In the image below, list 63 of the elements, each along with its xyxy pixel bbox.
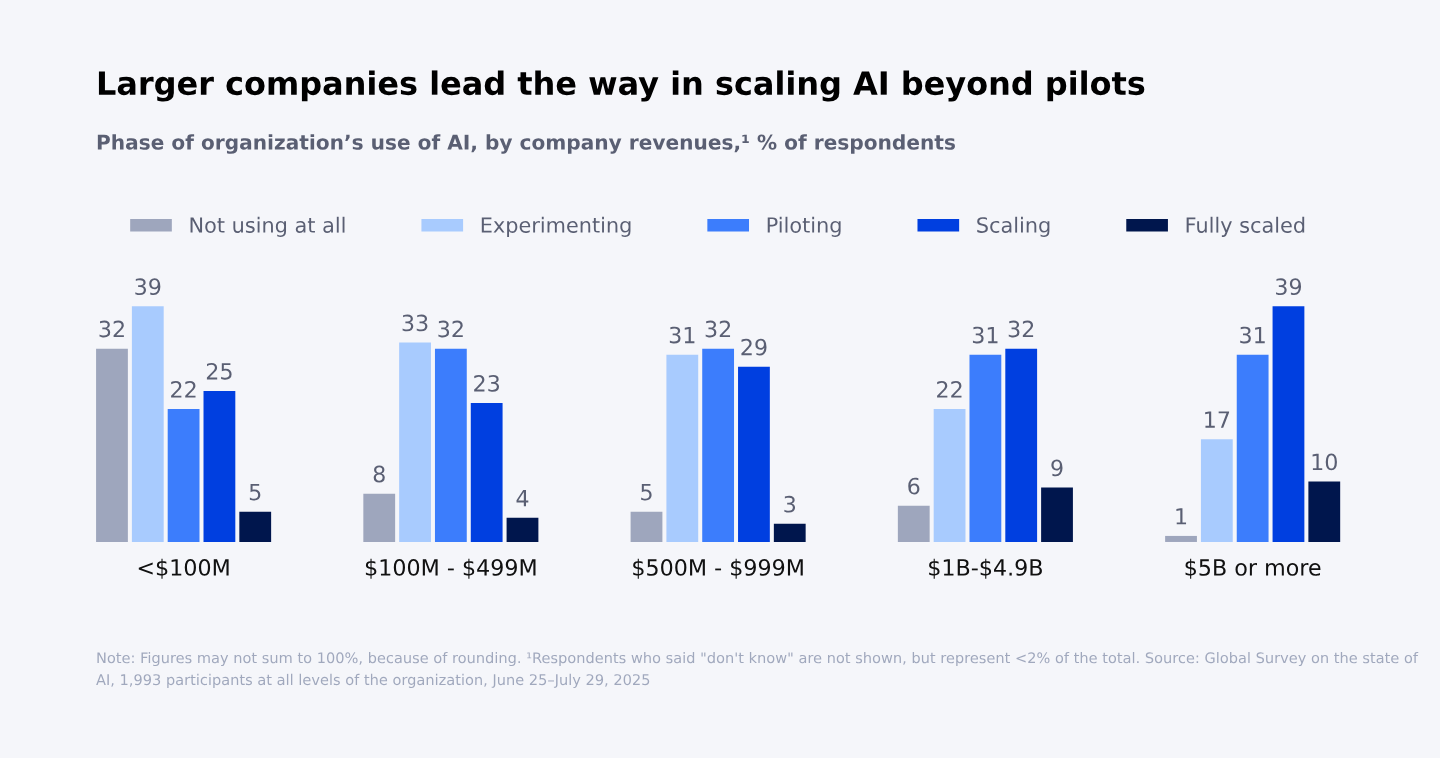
data-label: 31 — [669, 326, 695, 344]
bar — [363, 493, 396, 542]
x-tick-label: <$100M — [138, 558, 229, 579]
bar — [1041, 487, 1073, 542]
data-label: 23 — [474, 374, 500, 392]
data-label: 8 — [373, 465, 385, 483]
data-label: 32 — [1008, 320, 1034, 338]
bar — [1308, 481, 1341, 542]
x-tick-label: $500M - $999M — [633, 558, 803, 579]
data-label: 5 — [641, 484, 652, 501]
legend-label: Scaling — [977, 216, 1050, 237]
legend-label: Piloting — [767, 216, 841, 237]
bar — [897, 505, 930, 542]
data-label: 39 — [135, 278, 161, 296]
bar — [666, 354, 699, 542]
data-label: 31 — [972, 326, 998, 344]
bar — [399, 342, 431, 542]
bar — [773, 523, 806, 542]
data-label: 32 — [438, 320, 463, 338]
bar — [434, 348, 467, 542]
bar — [702, 348, 735, 542]
bar — [96, 348, 128, 542]
bar — [1236, 354, 1269, 542]
data-label: 9 — [1051, 459, 1063, 477]
bar — [1272, 306, 1305, 542]
x-tick-label: $100M - $499M — [365, 558, 536, 579]
bar — [167, 409, 200, 542]
chart-subtitle: Phase of organization’s use of AI, by company revenues,¹ % of respondents — [97, 134, 955, 154]
data-label: 22 — [937, 381, 962, 398]
bar — [738, 366, 770, 542]
data-label: 32 — [705, 320, 731, 338]
data-label: 6 — [908, 477, 920, 495]
data-label: 29 — [741, 338, 767, 356]
legend-label: Experimenting — [481, 216, 631, 237]
bar — [630, 511, 663, 542]
text: Note: Figures may not sum to 100%, because of rounding. ¹Respondents who said "don't know" are not shown, but represent <2% of the total. Source: Global Survey on the state of AI, 1,993 participants at all levels of the organization, June 25–July 29, 2025 — [96, 652, 1419, 688]
data-label: 17 — [1205, 411, 1230, 428]
legend-label: Fully scaled — [1186, 216, 1305, 237]
data-label: 3 — [784, 495, 796, 513]
x-tick-label: $5B or more — [1185, 558, 1321, 579]
legend-label: Not using at all — [190, 216, 345, 237]
bar — [969, 354, 1002, 542]
x-tick-label: $1B-$4.9B — [929, 558, 1042, 579]
bar — [1005, 348, 1038, 542]
bar — [203, 390, 236, 542]
data-label: 1 — [1176, 508, 1187, 525]
data-label: 33 — [402, 314, 428, 332]
bar — [933, 409, 966, 542]
bar — [1165, 535, 1197, 542]
data-label: 39 — [1276, 278, 1302, 296]
data-label: 10 — [1312, 453, 1337, 471]
data-label: 22 — [171, 381, 196, 398]
data-label: 4 — [516, 490, 529, 507]
bar — [506, 517, 539, 542]
bar — [470, 403, 503, 542]
data-label: 25 — [206, 362, 232, 380]
bar — [131, 306, 164, 542]
bar — [1200, 439, 1233, 542]
data-label: 5 — [249, 484, 261, 501]
bar — [239, 511, 272, 542]
chart-title: Larger companies lead the way in scaling AI beyond pilots — [98, 70, 1145, 102]
data-label: 31 — [1240, 326, 1265, 344]
data-label: 32 — [99, 320, 124, 338]
